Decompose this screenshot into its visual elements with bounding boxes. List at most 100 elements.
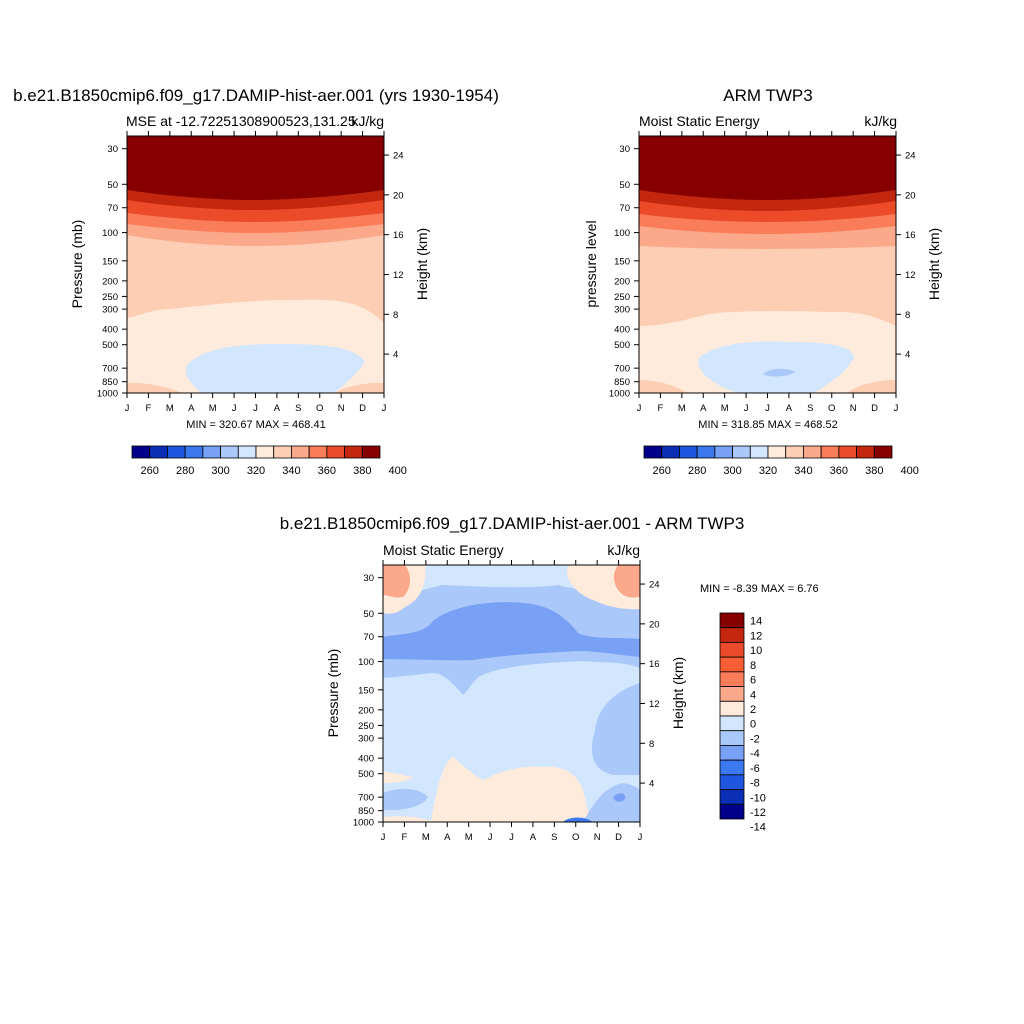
- colorbar-swatch: [719, 789, 745, 805]
- y-tick-label: 300: [358, 734, 374, 745]
- colorbar-label: 400: [389, 465, 407, 477]
- height-tick-label: 4: [905, 350, 910, 361]
- y-tick-label: 1000: [609, 389, 630, 400]
- colorbar-label: 340: [282, 465, 300, 477]
- region-0-2-lower: [431, 757, 595, 822]
- x-tick-label: J: [125, 403, 130, 414]
- x-tick-label: O: [572, 832, 579, 843]
- colorbar-swatch: [820, 445, 840, 459]
- heatmap-plot: [127, 136, 384, 393]
- colorbar-swatch: [719, 774, 745, 790]
- x-tick-label: F: [402, 832, 408, 843]
- colorbar-swatch: [856, 445, 875, 459]
- colorbar-label: 300: [723, 465, 741, 477]
- y-tick-label: 850: [358, 806, 374, 817]
- region-minus4-minus6-lower-right: [613, 793, 626, 802]
- y-tick-label: 1000: [97, 389, 118, 400]
- colorbar-swatch: [237, 445, 257, 459]
- colorbar-label: -4: [750, 748, 760, 760]
- axes-obs: J F M A M J J A S O N D J 30 50 70 100 150 200 250 300 400 500…: [609, 131, 916, 414]
- x-tick-label: D: [615, 832, 622, 843]
- region-minus2-minus4-lower-left: [383, 788, 428, 811]
- panel-subtitle-left: Moist Static Energy: [639, 113, 760, 129]
- colorbar-swatch: [838, 445, 857, 459]
- height-tick-label: 24: [649, 580, 660, 591]
- min-max-readout: MIN = -8.39 MAX = 6.76: [700, 583, 819, 595]
- colorbar-swatch: [131, 445, 151, 459]
- y-tick-label: 500: [358, 769, 374, 780]
- x-tick-label: J: [381, 832, 386, 843]
- colorbar-swatch: [696, 445, 716, 459]
- x-tick-label: S: [807, 403, 813, 414]
- colorbar-label: 300: [211, 465, 229, 477]
- x-tick-label: O: [316, 403, 323, 414]
- colorbar-label: 360: [830, 465, 848, 477]
- height-tick-label: 20: [649, 619, 660, 630]
- colorbar-label: 320: [759, 465, 777, 477]
- y-tick-label: 70: [107, 203, 118, 214]
- height-tick-label: 20: [905, 190, 916, 201]
- colorbar-swatch: [344, 445, 363, 459]
- colorbar-swatch: [719, 803, 745, 820]
- y-tick-label: 150: [102, 256, 118, 267]
- colorbar-swatch: [273, 445, 292, 459]
- x-tick-label: A: [188, 403, 195, 414]
- colorbar-swatch: [719, 759, 745, 776]
- y-tick-label: 300: [102, 305, 118, 316]
- colorbar-label: 260: [653, 465, 671, 477]
- height-tick-label: 12: [393, 270, 404, 281]
- colorbar-swatch: [184, 445, 204, 459]
- region-minus4-minus6: [383, 602, 640, 661]
- y-tick-label: 30: [363, 573, 374, 584]
- colorbar-swatch: [308, 445, 328, 459]
- y-axis-label-left: pressure level: [583, 220, 599, 307]
- x-tick-label: A: [274, 403, 281, 414]
- colorbar-swatch: [719, 642, 745, 658]
- colorbar-label: 280: [688, 465, 706, 477]
- colorbar-swatch: [291, 445, 310, 459]
- colorbar-swatch: [661, 445, 680, 459]
- colorbar-label: -6: [750, 763, 760, 775]
- panel-model: b.e21.B1850cmip6.f09_g17.DAMIP-hist-aer.…: [13, 86, 499, 477]
- colorbar-swatch: [719, 612, 745, 629]
- x-tick-label: J: [765, 403, 770, 414]
- y-tick-label: 400: [102, 325, 118, 336]
- colorbar-label: 6: [750, 675, 756, 687]
- colorbar-swatch: [220, 445, 239, 459]
- colorbar-diff: 14 12 10 8 6 4 2 0 -2 -4 -6 -8 -10 -12 -14: [719, 612, 766, 834]
- y-tick-label: 700: [614, 364, 630, 375]
- y-tick-label: 50: [107, 180, 118, 191]
- y-tick-label: 850: [102, 377, 118, 388]
- colorbar-swatch: [719, 700, 745, 717]
- x-tick-label: J: [638, 832, 643, 843]
- region-0-2-top-left: [383, 565, 426, 614]
- height-tick-label: 16: [393, 230, 404, 241]
- y-tick-label: 400: [358, 754, 374, 765]
- x-tick-label: N: [338, 403, 345, 414]
- region-320-330: [698, 341, 854, 393]
- x-tick-label: J: [232, 403, 237, 414]
- axes-diff: J F M A M J J A S O N D J 30 50 70 100 150 200 250 300 400 500…: [353, 560, 660, 843]
- colorbar-label: 14: [750, 616, 762, 628]
- colorbar-model: 260 280 300 320 340 360 380 400: [131, 445, 407, 477]
- height-tick-label: 8: [649, 739, 654, 750]
- colorbar-label: 400: [901, 465, 919, 477]
- colorbar-swatch: [719, 656, 745, 673]
- x-tick-label: J: [894, 403, 899, 414]
- y-tick-label: 300: [614, 305, 630, 316]
- colorbar-label: -8: [750, 778, 760, 790]
- colorbar-swatch: [255, 445, 275, 459]
- panel-title: b.e21.B1850cmip6.f09_g17.DAMIP-hist-aer.…: [13, 86, 499, 105]
- region-2-4-top-left: [383, 565, 411, 598]
- colorbar-label: 280: [176, 465, 194, 477]
- colorbar-label: 380: [353, 465, 371, 477]
- y-tick-label: 50: [363, 609, 374, 620]
- colorbar-swatch: [767, 445, 787, 459]
- colorbar-label: -14: [750, 822, 766, 834]
- region-minus6-minus8-surface: [563, 817, 593, 822]
- y-tick-label: 250: [102, 292, 118, 303]
- colorbar-swatch: [719, 745, 745, 761]
- height-tick-label: 4: [649, 779, 654, 790]
- colorbar-label: 0: [750, 719, 756, 731]
